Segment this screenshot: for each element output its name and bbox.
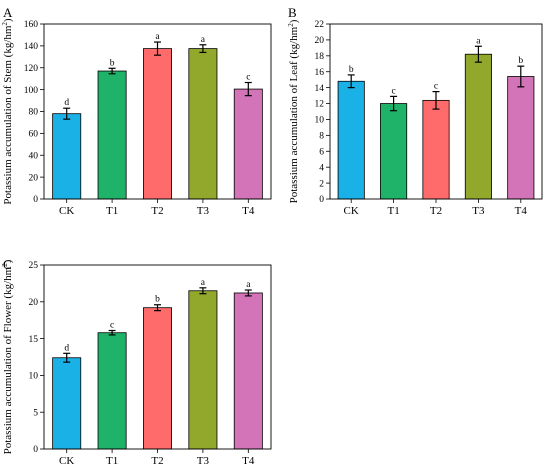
x-tick-label: CK — [59, 455, 74, 467]
bar-t4 — [233, 88, 263, 200]
bar-t3 — [188, 290, 218, 450]
y-tick-label: 2 — [319, 179, 324, 189]
y-tick-label: 20 — [29, 298, 39, 308]
y-axis-title-main: Potassium accumulation of Leaf (kg/hm — [288, 26, 300, 203]
significance-letter: a — [201, 278, 206, 288]
y-tick-label: 120 — [24, 64, 39, 74]
x-tick-label: T3 — [472, 205, 485, 217]
y-tick-label: 12 — [315, 100, 325, 110]
y-tick-label: 0 — [319, 195, 324, 205]
significance-letter: b — [155, 295, 160, 305]
significance-letter: d — [64, 98, 69, 108]
y-tick-label: 6 — [319, 147, 324, 157]
chart-panel-a: Ad CK b T1 a T2 a T3 c T4 0 20 40 60 80 100 120 140 160 Pot… — [1, 5, 272, 217]
y-tick-label: 4 — [319, 163, 324, 173]
x-tick-label: CK — [59, 205, 74, 217]
y-tick-label: 20 — [315, 36, 325, 46]
y-tick-label: 60 — [29, 130, 39, 140]
significance-letter: a — [155, 32, 160, 42]
significance-letter: d — [64, 343, 69, 353]
bar-t1 — [380, 103, 408, 200]
bar-t1 — [97, 332, 127, 450]
x-tick-label: T3 — [197, 205, 210, 217]
y-axis-title-end: ) — [288, 19, 300, 23]
panel-letter: A — [3, 5, 13, 20]
plot-frame — [329, 23, 543, 200]
y-axis-title-superscript: 2 — [287, 23, 295, 27]
y-tick-label: 80 — [29, 108, 39, 118]
y-tick-label: 14 — [315, 84, 325, 94]
chart-panel-c: Cd CK c T1 b T2 a T3 a T4 0 5 10 15 20 25 Potassium accu… — [1, 257, 272, 467]
y-axis-title-superscript: 2 — [1, 263, 9, 267]
significance-letter: c — [391, 86, 395, 96]
x-tick-label: T1 — [106, 455, 118, 467]
x-tick-label: T2 — [151, 205, 163, 217]
bar-t4 — [507, 76, 535, 200]
bar-t3 — [464, 53, 492, 200]
y-tick-label: 15 — [29, 335, 39, 345]
y-tick-label: 22 — [315, 20, 325, 30]
significance-letter: a — [246, 280, 251, 290]
bar-ck — [337, 80, 365, 200]
chart-panel-b: Bb CK c T1 c T2 a T3 b T4 0 2 4 6 8 10 12 14 16 18 20 22 Potas… — [287, 5, 543, 217]
bar-t2 — [143, 307, 172, 450]
y-tick-label: 18 — [315, 52, 325, 62]
significance-letter: c — [110, 321, 114, 331]
x-tick-label: T2 — [430, 205, 442, 217]
x-tick-label: CK — [344, 205, 359, 217]
x-tick-label: T1 — [387, 205, 399, 217]
y-axis-title-main: Potassium accumulation of Flower (kg/hm — [2, 266, 14, 454]
bar-ck — [52, 357, 82, 450]
bar-t1 — [97, 70, 127, 200]
panel-letter: C — [3, 257, 12, 272]
y-tick-label: 140 — [24, 42, 39, 52]
bar-t2 — [422, 99, 450, 200]
y-axis-title: Potassium accumulation of Leaf (kg/hm2) — [287, 19, 300, 203]
x-tick-label: T4 — [242, 455, 255, 467]
y-tick-label: 8 — [319, 132, 324, 142]
bar-t2 — [143, 48, 172, 200]
significance-letter: b — [110, 58, 115, 68]
y-tick-label: 40 — [29, 151, 39, 161]
y-tick-label: 160 — [24, 20, 39, 30]
y-axis-title-main: Potassium accumulation of Stem (kg/hm — [2, 25, 14, 204]
x-tick-label: T4 — [242, 205, 255, 217]
plot-frame — [43, 264, 272, 450]
y-axis-title: Potassium accumulation of Flower (kg/hm2… — [1, 259, 14, 454]
plot-frame — [43, 23, 272, 200]
y-tick-label: 5 — [33, 408, 38, 418]
y-axis-title-end: ) — [2, 18, 14, 22]
y-tick-label: 16 — [315, 68, 325, 78]
x-tick-label: T4 — [515, 205, 528, 217]
significance-letter: a — [201, 35, 206, 45]
y-tick-label: 20 — [29, 173, 39, 183]
y-tick-label: 100 — [24, 86, 39, 96]
y-axis-title: Potassium accumulation of Stem (kg/hm2) — [1, 18, 14, 205]
significance-letter: c — [434, 82, 438, 92]
y-axis-title-superscript: 2 — [1, 22, 9, 26]
x-tick-label: T2 — [151, 455, 163, 467]
y-tick-label: 0 — [33, 195, 38, 205]
significance-letter: b — [518, 56, 523, 66]
y-tick-label: 10 — [29, 372, 39, 382]
panel-letter: B — [288, 5, 297, 20]
x-tick-label: T3 — [197, 455, 210, 467]
y-tick-label: 0 — [33, 445, 38, 455]
significance-letter: b — [349, 65, 354, 75]
significance-letter: c — [246, 73, 250, 83]
y-axis-title-end: ) — [2, 259, 14, 263]
y-tick-label: 25 — [29, 261, 39, 271]
bar-t4 — [233, 292, 263, 450]
significance-letter: a — [476, 36, 481, 46]
bar-t3 — [188, 48, 218, 200]
x-tick-label: T1 — [106, 205, 118, 217]
y-tick-label: 10 — [315, 116, 325, 126]
bar-ck — [52, 113, 82, 200]
